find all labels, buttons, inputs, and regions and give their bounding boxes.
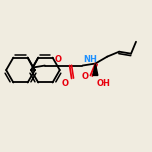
Text: O: O <box>62 79 69 88</box>
Text: NH: NH <box>83 55 97 64</box>
Polygon shape <box>93 64 98 75</box>
Text: O: O <box>54 55 61 64</box>
Text: OH: OH <box>96 79 110 88</box>
Text: O: O <box>81 72 88 81</box>
